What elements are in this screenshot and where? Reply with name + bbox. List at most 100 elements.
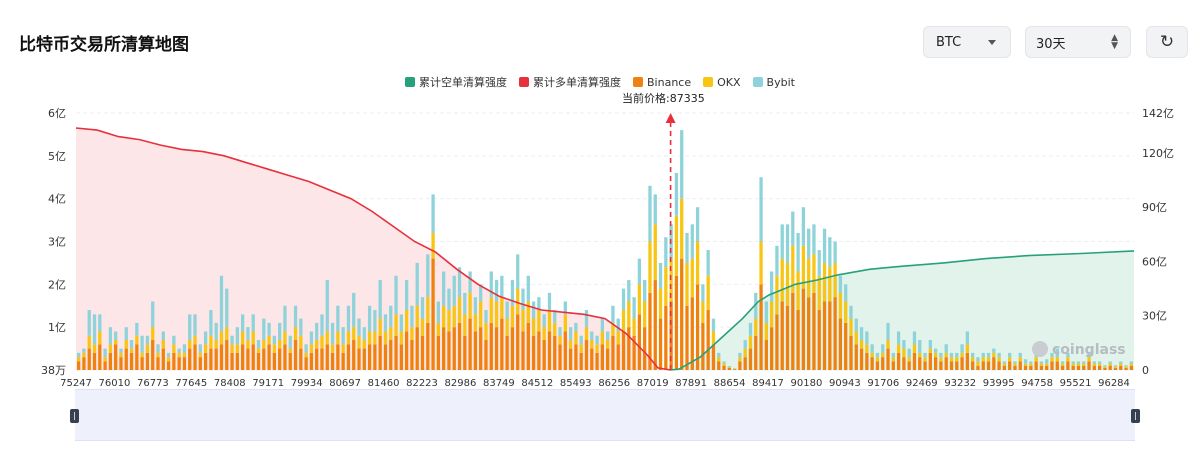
bar-binance [293, 340, 298, 370]
bar-binance [399, 344, 403, 370]
bar-bybit [161, 331, 165, 341]
bar-okx [256, 348, 261, 353]
legend-item-short[interactable]: 累计空单清算强度 [405, 74, 507, 90]
bar-binance [886, 348, 890, 370]
refresh-button[interactable]: ↻ [1146, 26, 1188, 58]
bar-okx [526, 301, 530, 323]
legend-label: Bybit [766, 75, 795, 89]
bar-bybit [251, 314, 255, 332]
bar-okx [955, 357, 959, 362]
bar-binance [643, 327, 647, 370]
bar-bybit [971, 352, 975, 358]
bar-binance [563, 331, 567, 370]
bar-bybit [1087, 352, 1091, 358]
bar-bybit [775, 245, 779, 276]
bar-bybit [537, 297, 541, 311]
bar-okx [563, 314, 567, 332]
bar-bybit [643, 280, 647, 302]
bar-binance [278, 348, 282, 370]
bar-binance [537, 331, 541, 370]
bar-okx [743, 348, 747, 358]
bar-okx [600, 331, 604, 345]
bar-okx [928, 348, 932, 353]
bar-okx [648, 241, 652, 293]
bar-okx [558, 335, 562, 345]
bar-bybit [568, 327, 573, 341]
zoom-slider[interactable] [70, 389, 1140, 441]
bar-binance [410, 340, 414, 370]
bar-binance [1103, 367, 1107, 370]
x-tick: 79171 [252, 378, 284, 389]
zoom-handle-right[interactable] [1131, 409, 1140, 423]
bar-bybit [648, 185, 652, 242]
bar-bybit [267, 322, 271, 336]
bar-bybit [595, 335, 599, 345]
bar-okx [198, 352, 202, 358]
bar-binance [346, 344, 351, 370]
bar-binance [828, 301, 832, 370]
legend-item-binance[interactable]: Binance [633, 74, 691, 90]
bar-binance [553, 335, 557, 370]
bar-binance [748, 348, 753, 370]
bar-binance [711, 344, 716, 370]
bar-okx [510, 305, 515, 328]
legend-item-bybit[interactable]: Bybit [752, 74, 795, 90]
bar-okx [711, 331, 716, 345]
bar-bybit [182, 344, 187, 353]
bar-bybit [1013, 361, 1017, 364]
bar-okx [822, 262, 827, 302]
bar-bybit [902, 340, 906, 349]
bar-okx [727, 367, 731, 368]
zoom-handle-left[interactable] [70, 409, 79, 423]
bar-binance [796, 310, 800, 370]
bar-okx [373, 331, 377, 345]
x-tick: 93232 [944, 378, 976, 389]
bar-binance [754, 335, 758, 370]
bar-okx [182, 352, 187, 358]
x-tick: 81460 [368, 378, 400, 389]
bar-bybit [140, 335, 144, 353]
bar-bybit [505, 301, 509, 319]
bar-okx [177, 352, 181, 358]
bar-bybit [410, 305, 414, 328]
bar-bybit [791, 211, 795, 246]
bar-binance [949, 361, 954, 370]
bar-okx [632, 318, 636, 336]
legend-item-long[interactable]: 累计多单清算强度 [519, 74, 621, 90]
legend-item-okx[interactable]: OKX [703, 74, 741, 90]
bar-binance [468, 318, 472, 370]
bar-bybit [114, 331, 118, 341]
bar-bybit [531, 301, 536, 319]
bar-binance [82, 357, 86, 370]
bar-okx [770, 301, 774, 328]
bar-okx [1108, 363, 1112, 366]
bar-bybit [463, 292, 467, 315]
bar-binance [77, 361, 81, 370]
bar-bybit [383, 314, 388, 332]
bar-okx [272, 344, 277, 353]
bar-binance [108, 352, 113, 370]
range-select[interactable]: 30天 ▲ ▼ [1025, 26, 1131, 58]
y-right-tick: 142亿 [1142, 107, 1174, 120]
bar-bybit [844, 284, 848, 302]
bar-okx [881, 352, 885, 358]
bar-bybit [833, 241, 837, 263]
bar-binance [992, 357, 996, 370]
coin-select[interactable]: BTC [923, 26, 1011, 58]
bar-okx [426, 297, 430, 323]
bar-binance [1008, 361, 1012, 370]
bar-binance [595, 352, 599, 370]
bar-binance [463, 335, 467, 370]
y-left-tick: 38万 [41, 364, 66, 377]
bar-bybit [796, 232, 800, 272]
bar-bybit [553, 310, 557, 323]
bar-bybit [965, 331, 970, 345]
bar-binance [505, 335, 509, 370]
bar-okx [140, 352, 144, 358]
bar-bybit [770, 271, 774, 302]
bar-okx [330, 344, 335, 353]
bar-binance [320, 348, 324, 370]
bar-binance [262, 348, 266, 370]
bar-binance [378, 335, 382, 370]
bar-binance [442, 327, 446, 370]
